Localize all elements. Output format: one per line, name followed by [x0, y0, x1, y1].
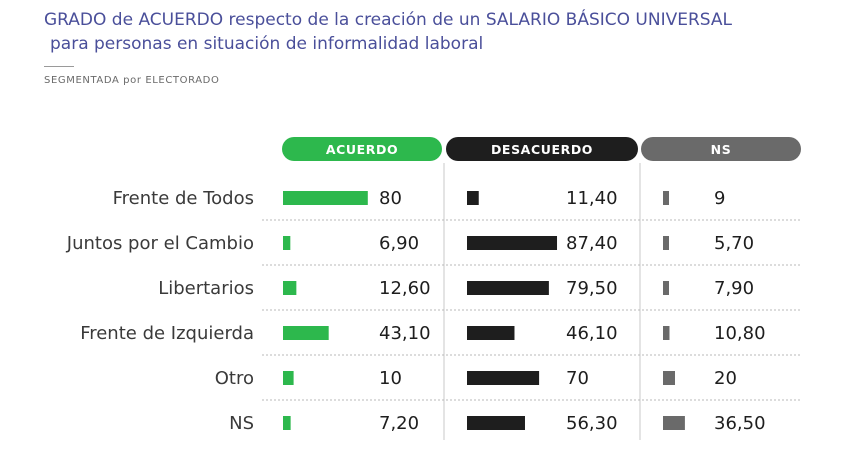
chart-title-line-2: para personas en situación de informalid…: [50, 34, 484, 54]
bar-desacuerdo: [467, 281, 549, 295]
category-label: Juntos por el Cambio: [66, 233, 254, 254]
category-label: NS: [229, 413, 254, 434]
bar-ns: [663, 416, 685, 430]
bar-ns: [663, 281, 669, 295]
value-label-ns: 9: [714, 188, 725, 209]
value-label-desacuerdo: 46,10: [566, 323, 618, 344]
category-label: Frente de Todos: [113, 188, 254, 209]
category-label: Frente de Izquierda: [80, 323, 254, 344]
legend-desacuerdo: DESACUERDO: [446, 137, 638, 161]
value-label-ns: 20: [714, 368, 737, 389]
value-label-ns: 10,80: [714, 323, 766, 344]
value-label-desacuerdo: 87,40: [566, 233, 618, 254]
chart-subtitle: SEGMENTADA por ELECTORADO: [44, 75, 220, 86]
value-label-acuerdo: 6,90: [379, 233, 419, 254]
value-label-desacuerdo: 11,40: [566, 188, 618, 209]
bar-acuerdo: [283, 416, 291, 430]
bar-desacuerdo: [467, 416, 525, 430]
value-label-desacuerdo: 70: [566, 368, 589, 389]
bar-desacuerdo: [467, 371, 540, 385]
bar-acuerdo: [283, 326, 329, 340]
bar-desacuerdo: [467, 236, 558, 250]
value-label-ns: 7,90: [714, 278, 754, 299]
bar-ns: [663, 191, 669, 205]
value-label-acuerdo: 12,60: [379, 278, 431, 299]
bar-desacuerdo: [467, 326, 515, 340]
title-divider: [44, 66, 74, 67]
value-label-acuerdo: 43,10: [379, 323, 431, 344]
bar-acuerdo: [283, 236, 291, 250]
bar-acuerdo: [283, 281, 297, 295]
bar-ns: [663, 326, 670, 340]
value-label-desacuerdo: 79,50: [566, 278, 618, 299]
value-label-acuerdo: 10: [379, 368, 402, 389]
category-label: Libertarios: [158, 278, 254, 299]
chart-title-line-1: GRADO de ACUERDO respecto de la creación…: [44, 10, 732, 30]
legend-ns: NS: [641, 137, 801, 161]
chart-title: GRADO de ACUERDO respecto de la creación…: [44, 8, 844, 56]
category-label: Otro: [215, 368, 254, 389]
value-label-acuerdo: 80: [379, 188, 402, 209]
bar-desacuerdo: [467, 191, 479, 205]
value-label-desacuerdo: 56,30: [566, 413, 618, 434]
value-label-ns: 36,50: [714, 413, 766, 434]
legend-acuerdo: ACUERDO: [282, 137, 442, 161]
bar-acuerdo: [283, 191, 368, 205]
bar-ns: [663, 236, 669, 250]
value-label-acuerdo: 7,20: [379, 413, 419, 434]
bar-ns: [663, 371, 675, 385]
value-label-ns: 5,70: [714, 233, 754, 254]
bar-acuerdo: [283, 371, 294, 385]
